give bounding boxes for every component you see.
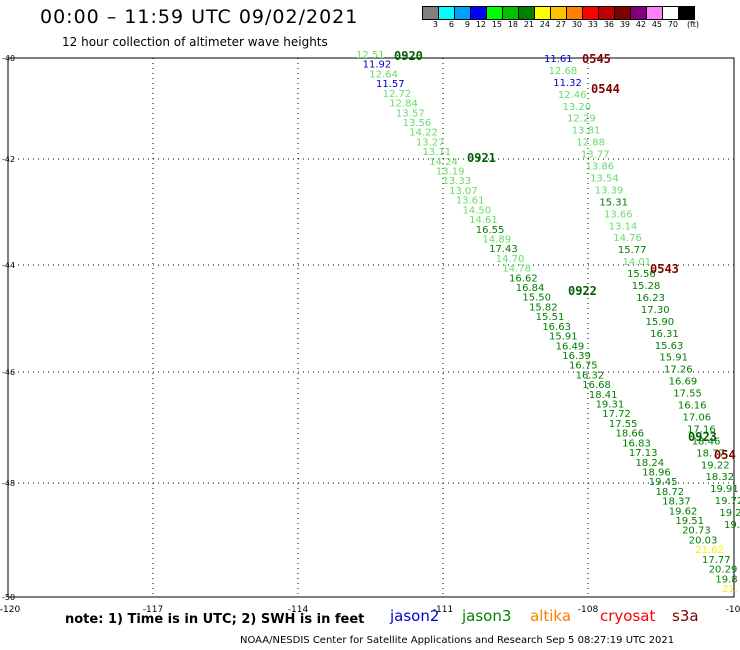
latitude-label: -44	[2, 261, 15, 270]
wave-height-value: 19.72	[715, 496, 740, 507]
longitude-label: -120	[0, 605, 20, 615]
wave-height-value: 19.2	[719, 508, 740, 519]
wave-height-value: 13.20	[562, 102, 591, 113]
wave-height-value: 21.	[722, 584, 738, 595]
wave-height-value: 12.88	[576, 138, 605, 149]
footer-credit: NOAA/NESDIS Center for Satellite Applica…	[240, 635, 674, 646]
wave-height-value: 17.55	[673, 389, 702, 400]
pass-time-label: 0545	[582, 52, 611, 66]
latitude-label: -46	[2, 368, 15, 377]
satellite-legend-altika: altika	[530, 607, 571, 625]
wave-height-value: 18.32	[706, 472, 735, 483]
pass-time-label: 0921	[467, 151, 496, 165]
wave-height-value: 12.68	[549, 66, 578, 77]
satellite-legend-s3a: s3a	[672, 607, 699, 625]
wave-height-value: 15.90	[646, 317, 675, 328]
wave-height-value: 11.32	[553, 78, 582, 89]
satellite-legend-jason2: jason2	[390, 607, 439, 625]
pass-time-label: 0543	[650, 262, 679, 276]
wave-height-map: -40-42-44-46-48-50-120 -117 -114 -111 -108 -1…	[0, 0, 740, 650]
pass-time-label: 0922	[568, 284, 597, 298]
wave-height-value: 15.63	[655, 341, 684, 352]
wave-height-value: 17.30	[641, 305, 670, 316]
wave-height-value: 19.	[724, 520, 740, 531]
latitude-label: -50	[2, 593, 15, 602]
wave-height-value: 13.54	[590, 173, 619, 184]
wave-height-value: 15.28	[632, 281, 661, 292]
wave-height-value: 14.01	[622, 257, 651, 268]
latitude-label: -40	[2, 54, 15, 63]
pass-time-label: 0544	[591, 82, 620, 96]
satellite-legend-cryosat: cryosat	[600, 607, 655, 625]
wave-height-value: 17.06	[682, 412, 711, 423]
notes-text: note: 1) Time is in UTC; 2) SWH is in fe…	[65, 612, 364, 627]
wave-height-value: 11.61	[544, 54, 573, 65]
pass-time-label: 0920	[394, 49, 423, 63]
latitude-label: -42	[2, 155, 15, 164]
latitude-label: -48	[2, 479, 15, 488]
wave-height-value: 17.26	[664, 365, 693, 376]
wave-height-value: 13.81	[572, 126, 601, 137]
wave-height-value: 13.86	[586, 162, 615, 173]
wave-height-value: 16.16	[678, 401, 707, 412]
map-frame	[8, 58, 734, 597]
wave-height-value: 12.46	[558, 90, 587, 101]
longitude-label: -108	[578, 605, 599, 615]
wave-height-value: 15.77	[618, 245, 647, 256]
wave-height-value: 13.14	[609, 221, 638, 232]
pass-time-label: 0923	[688, 430, 717, 444]
wave-height-value: 19.91	[710, 484, 739, 495]
satellite-legend-jason3: jason3	[462, 607, 511, 625]
wave-height-value: 13.77	[581, 150, 610, 161]
wave-height-value: 15.91	[659, 353, 688, 364]
wave-height-value: 12.29	[567, 114, 596, 125]
wave-height-value: 16.31	[650, 329, 679, 340]
wave-height-value: 16.23	[636, 293, 665, 304]
wave-height-value: 13.66	[604, 209, 633, 220]
wave-height-value: 14.76	[613, 233, 642, 244]
longitude-label: -10	[726, 605, 740, 615]
wave-height-value: 15.31	[599, 197, 628, 208]
wave-height-value: 16.69	[669, 377, 698, 388]
pass-time-label: 054	[714, 448, 736, 462]
wave-height-value: 13.39	[595, 185, 624, 196]
